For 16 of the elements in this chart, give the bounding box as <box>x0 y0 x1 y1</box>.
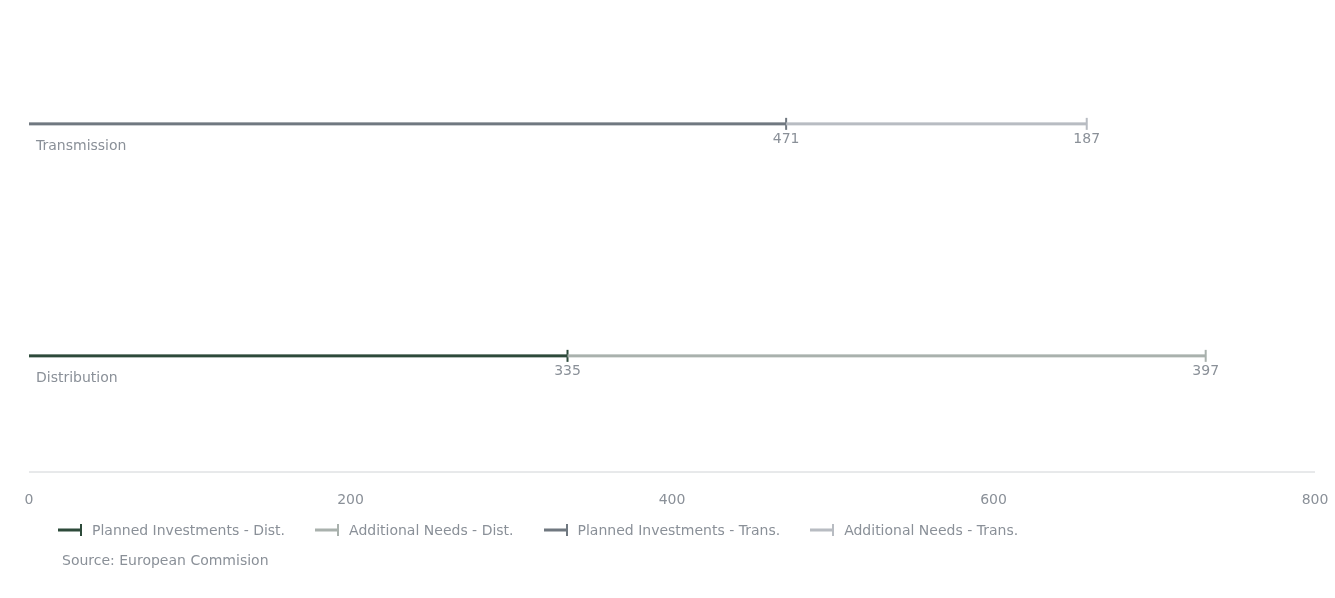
x-tick-label: 600 <box>980 490 1007 507</box>
legend-label: Planned Investments - Trans. <box>576 522 781 538</box>
legend-label: Additional Needs - Dist. <box>348 522 514 538</box>
y-tick-label: Distribution <box>36 369 118 385</box>
x-tick-label: 800 <box>1301 490 1329 507</box>
legend-label: Planned Investments - Dist. <box>91 522 286 538</box>
x-tick-label: 400 <box>658 490 686 507</box>
data-label: 397 <box>1192 361 1220 378</box>
x-tick-label: 200 <box>337 490 364 507</box>
y-tick-label: Transmission <box>35 137 127 153</box>
x-tick-label: 0 <box>24 490 34 507</box>
source-note: Source: European Commision <box>61 552 270 568</box>
data-label: 187 <box>1073 129 1101 146</box>
data-label: 335 <box>554 361 581 378</box>
legend-label: Additional Needs - Trans. <box>843 522 1019 538</box>
data-label: 471 <box>772 129 800 146</box>
